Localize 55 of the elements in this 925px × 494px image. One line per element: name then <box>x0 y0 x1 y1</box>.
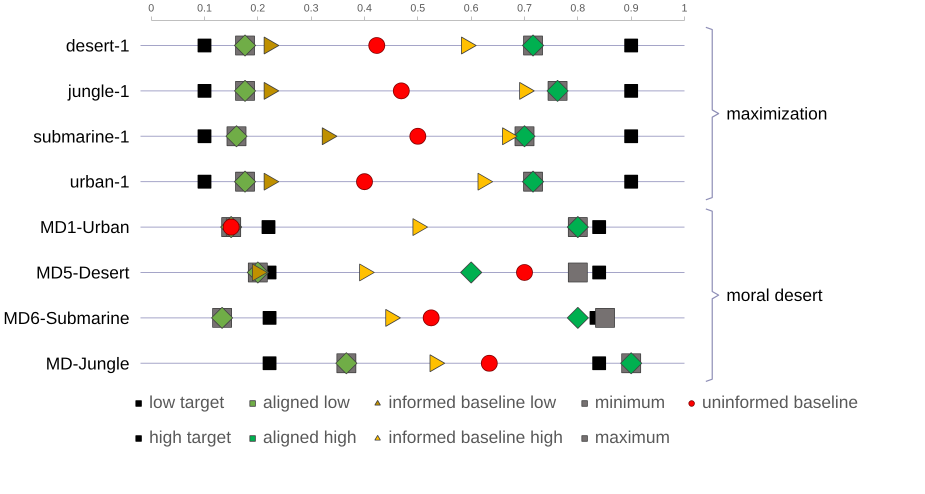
x-tick-label: 0.9 <box>624 2 639 14</box>
y-tick-label: MD1-Urban <box>40 217 130 238</box>
x-tick-label: 0.4 <box>357 2 372 14</box>
point <box>592 266 606 280</box>
point <box>592 220 606 234</box>
point <box>368 37 386 54</box>
x-tick-label: 0 <box>148 2 154 14</box>
point <box>480 354 498 372</box>
point <box>198 38 212 52</box>
y-tick-label: MD5-Desert <box>36 262 130 282</box>
y-tick-label: MD6-Submarine <box>3 308 130 328</box>
point <box>356 173 373 190</box>
point <box>624 38 638 52</box>
point <box>392 82 410 100</box>
legend-label: aligned high <box>263 427 356 448</box>
x-tick-label: 1 <box>682 2 688 14</box>
point <box>422 309 440 326</box>
point <box>516 264 533 281</box>
point <box>409 128 426 145</box>
x-tick-label: 0.2 <box>250 2 266 14</box>
y-tick-label: MD-Jungle <box>46 353 130 374</box>
legend-label: informed baseline high <box>388 427 563 448</box>
point <box>595 308 615 328</box>
x-tick-label: 0.7 <box>517 2 532 14</box>
x-tick-label: 0.3 <box>304 2 319 14</box>
legend-label: minimum <box>594 392 666 413</box>
y-tick-label: jungle-1 <box>66 80 130 101</box>
legend-label: high target <box>149 427 232 448</box>
legend-label: aligned low <box>263 392 350 413</box>
y-tick-label: submarine-1 <box>33 126 130 146</box>
y-tick-label: desert-1 <box>66 35 130 56</box>
point <box>262 310 276 325</box>
point <box>592 356 606 370</box>
x-tick-label: 0.8 <box>570 2 586 14</box>
y-tick-label: urban-1 <box>70 172 130 192</box>
point <box>262 356 276 370</box>
point <box>624 174 638 189</box>
point <box>198 174 212 189</box>
legend-label: low target <box>149 392 224 413</box>
point <box>566 306 589 329</box>
legend-label: informed baseline low <box>388 392 556 413</box>
point <box>624 84 638 98</box>
point <box>460 261 482 284</box>
legend-label: maximum <box>594 427 670 448</box>
point <box>262 220 276 234</box>
legend-label: uninformed baseline <box>702 392 858 413</box>
x-tick-label: 0.6 <box>464 2 479 14</box>
x-tick-label: 0.1 <box>197 2 212 14</box>
x-tick-label: 0.5 <box>410 2 426 14</box>
point <box>624 129 638 144</box>
point <box>198 129 212 144</box>
point <box>568 262 588 282</box>
text: moral desert <box>726 285 823 306</box>
point <box>198 84 212 98</box>
text: maximization <box>726 104 828 124</box>
